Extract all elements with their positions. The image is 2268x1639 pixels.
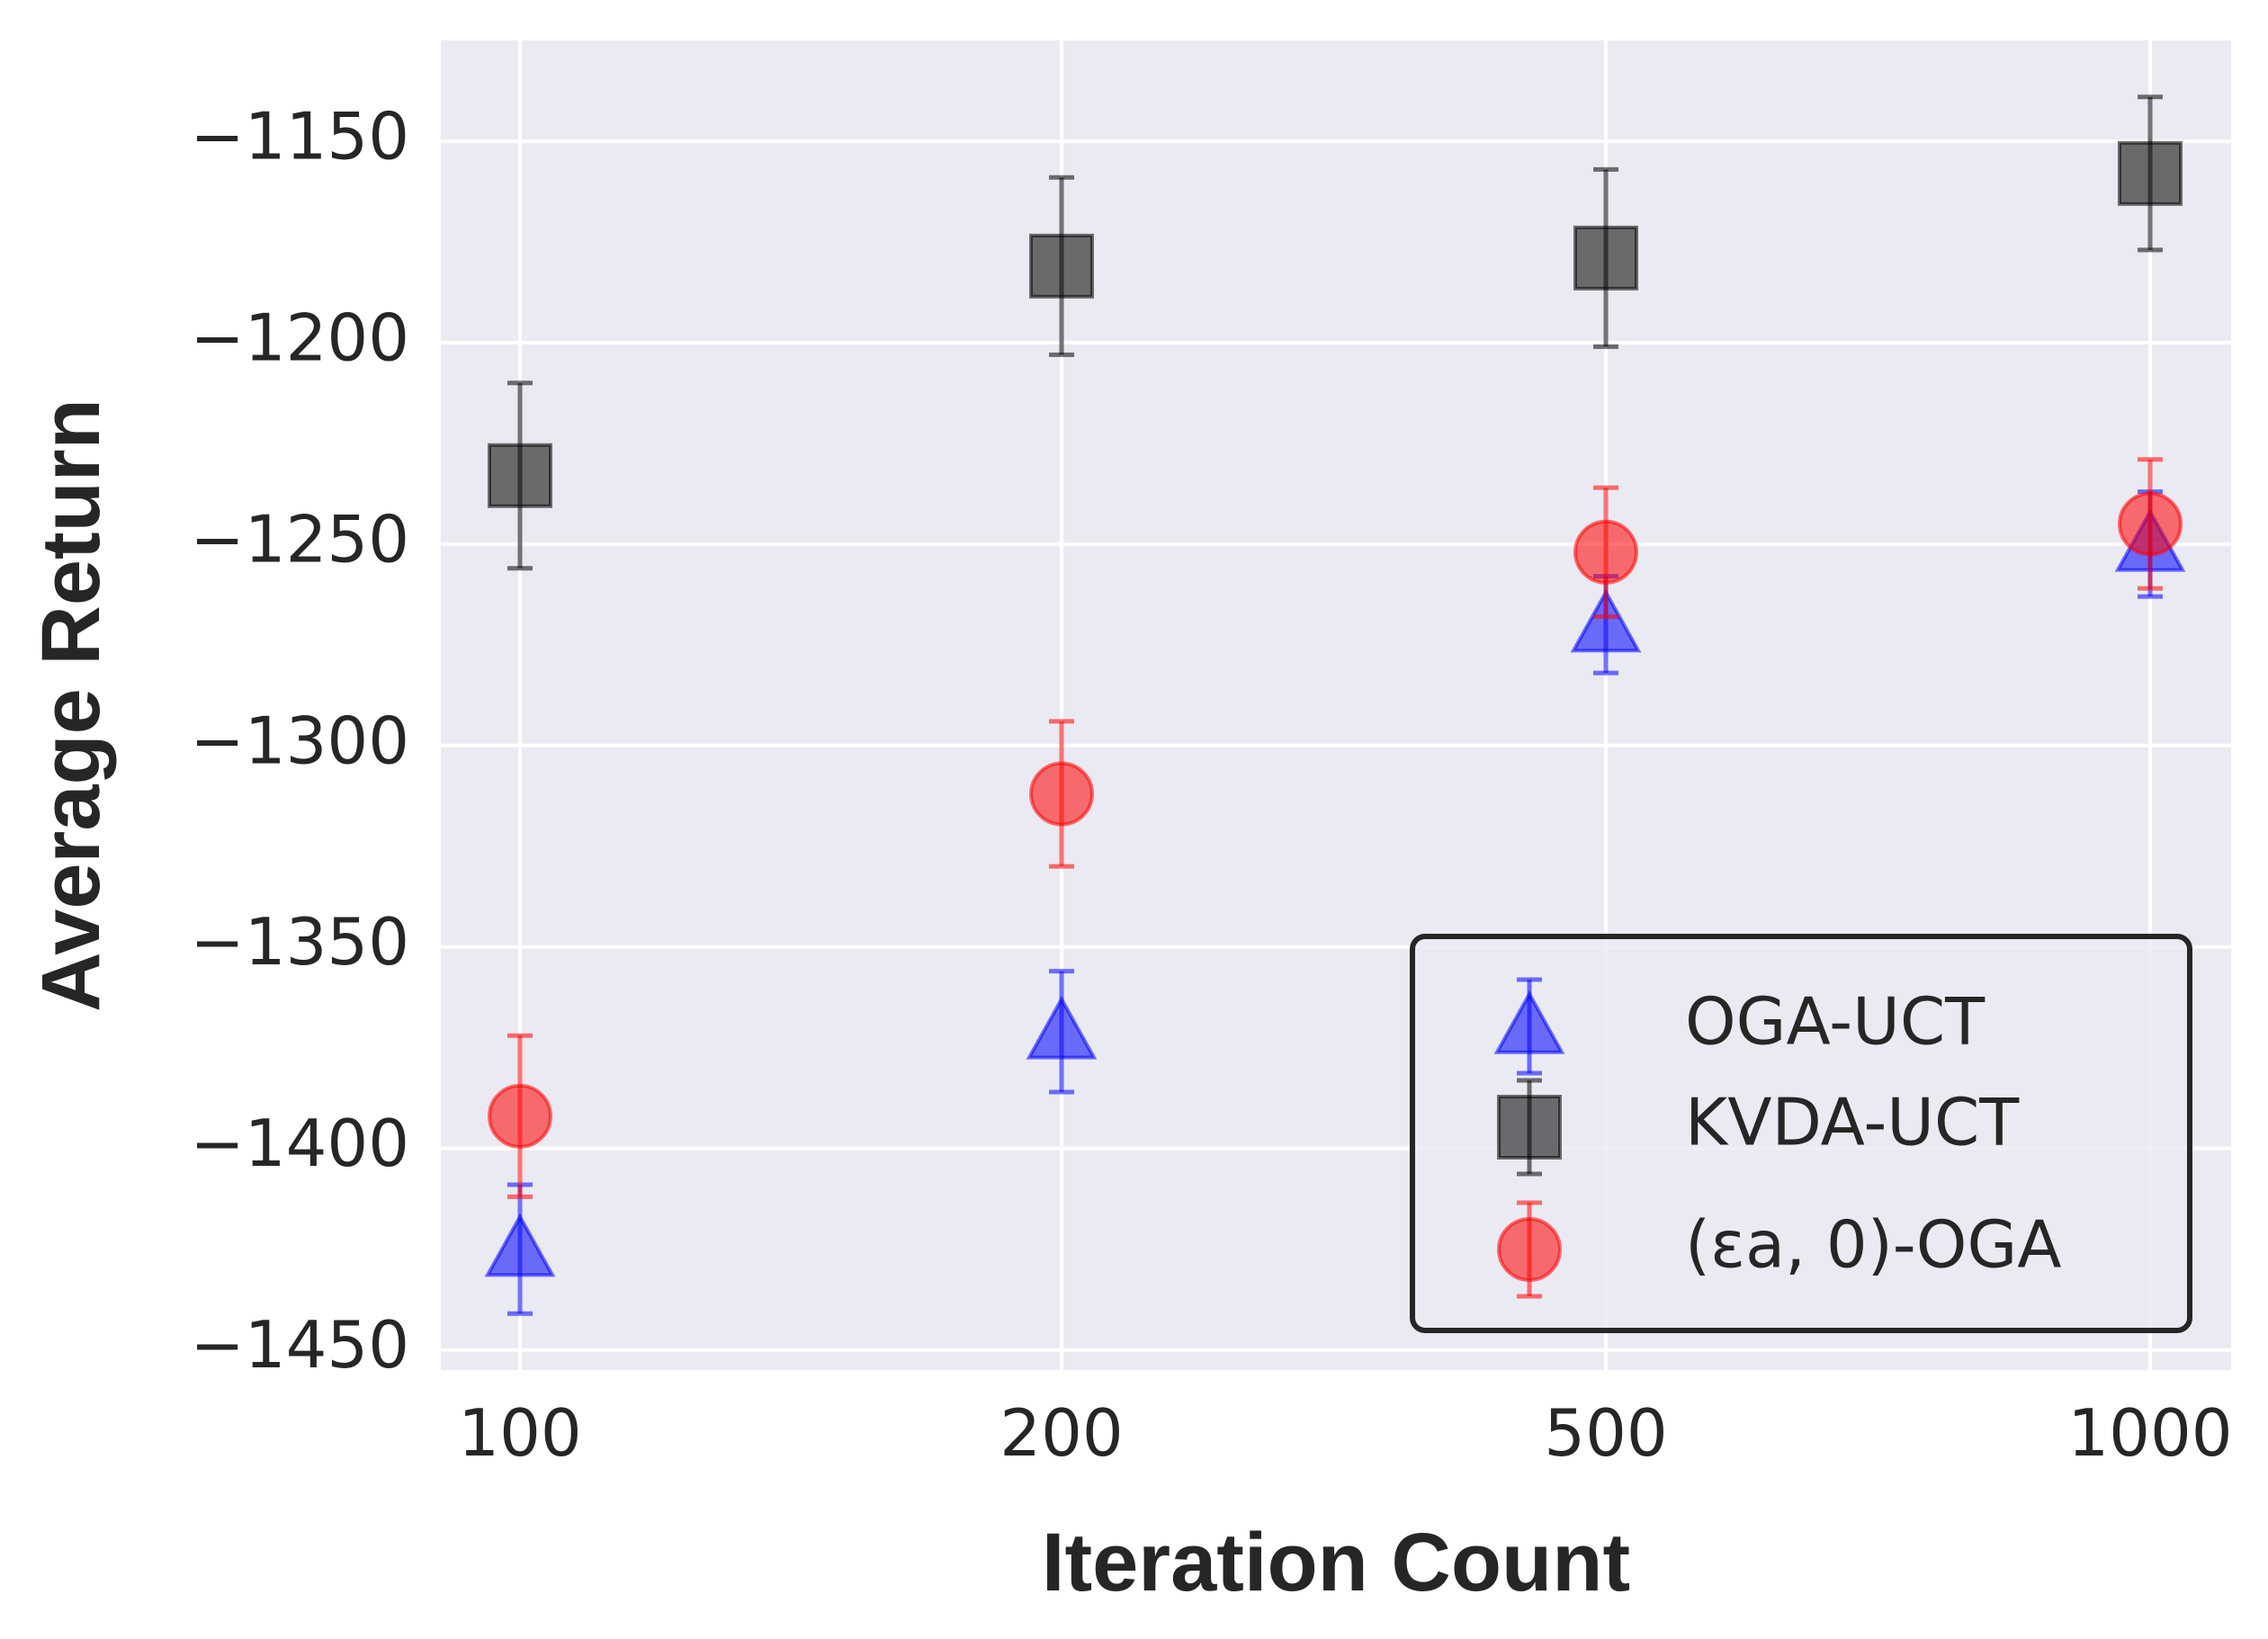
y-axis-ticks: −1150 −1200 −1250 −1300 −1350 −1400 −1450	[190, 98, 409, 1383]
data-point	[1029, 233, 1094, 299]
legend-frame	[1410, 934, 2192, 1333]
data-point	[1573, 225, 1638, 291]
data-point	[1570, 588, 1642, 653]
legend-label-epsilon-oga: (εa, 0)-OGA	[1685, 1207, 2062, 1283]
x-tick-label: 200	[1000, 1395, 1123, 1471]
y-tick-label: −1300	[190, 703, 409, 778]
legend-marker	[1493, 990, 1565, 1054]
x-tick-label: 500	[1544, 1395, 1667, 1471]
y-tick-label: −1400	[190, 1106, 409, 1181]
x-tick-label: 100	[458, 1395, 581, 1471]
data-series	[484, 94, 2186, 1316]
data-point	[484, 1213, 556, 1277]
y-tick-label: −1450	[190, 1307, 409, 1383]
data-point	[488, 1083, 552, 1149]
legend: OGA-UCT KVDA-UCT (εa, 0)-OGA	[1410, 934, 2192, 1333]
y-tick-label: −1150	[190, 98, 409, 174]
data-point	[1573, 519, 1638, 585]
legend-marker	[1497, 1095, 1562, 1160]
x-axis-ticks: 100 200 500 1000	[458, 1395, 2232, 1471]
data-point	[1029, 761, 1094, 827]
legend-marker	[1497, 1217, 1562, 1282]
y-axis-title: Average Return	[25, 399, 117, 1012]
y-tick-label: −1200	[190, 300, 409, 375]
x-tick-label: 1000	[2067, 1395, 2232, 1471]
data-point	[2118, 491, 2183, 557]
legend-markers	[1493, 977, 1565, 1299]
data-point	[2118, 140, 2183, 206]
data-point	[1026, 995, 1098, 1060]
data-point	[488, 443, 552, 508]
legend-label-oga-uct: OGA-UCT	[1685, 984, 1986, 1060]
y-tick-label: −1350	[190, 904, 409, 980]
x-axis-title: Iteration Count	[1042, 1517, 1630, 1608]
legend-label-kvda-uct: KVDA-UCT	[1685, 1085, 2020, 1160]
y-tick-label: −1250	[190, 501, 409, 577]
